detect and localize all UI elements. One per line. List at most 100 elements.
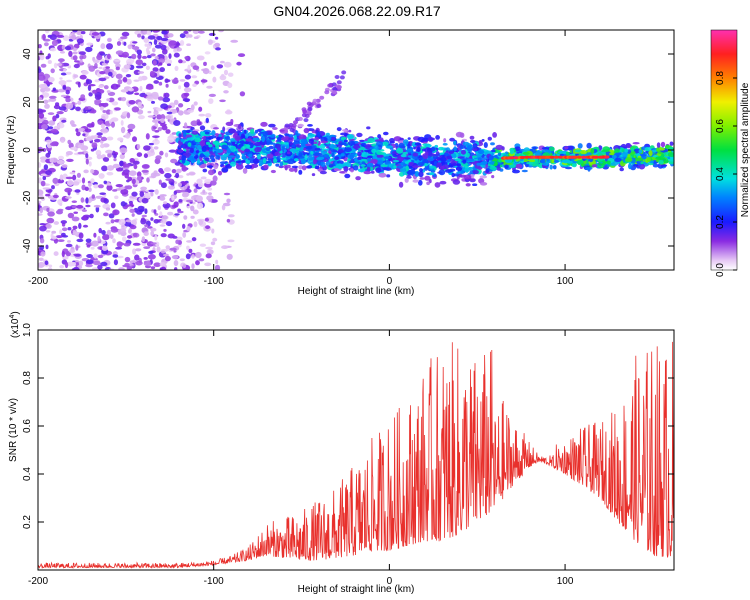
spectrogram-cell [404,157,411,160]
spectrogram-cell [66,158,74,162]
spectrogram-cell [613,153,622,156]
spectrogram-cell [208,98,214,104]
spectrogram-cell [191,237,197,242]
spectrogram-cell [98,173,105,179]
spectrogram-cell [141,236,146,243]
spectrogram-cell [366,166,371,173]
spectrogram-cell [371,148,377,154]
spectrogram-cell [143,145,151,151]
spectrogram-cell [315,165,320,170]
spectrogram-cell [334,168,340,172]
spectrogram-cell [422,153,429,160]
spectrogram-cell [136,171,142,178]
spectrogram-cell [75,106,81,112]
spectrogram-cell [141,197,149,204]
spectrogram-cell [398,181,404,188]
spectrogram-cell [208,144,213,148]
spectrogram-cell [175,172,180,179]
spectrogram-cell [325,132,330,137]
spectrogram-cell [448,150,455,155]
spectrogram-cell [584,167,593,170]
spectrogram-cell [103,85,109,90]
spectrogram-y-ticks: -40 -20 0 20 40 [22,48,674,253]
spectrogram-cell [48,264,53,268]
spectrogram-cell [291,144,296,147]
spectrogram-cell [97,254,104,259]
spectrogram-cell [137,33,142,38]
spectrogram-cell [86,42,94,46]
spectrogram-cell [90,178,95,184]
spectrogram-cell [586,142,592,149]
spectrogram-cell [152,172,161,177]
spectrogram-cell [137,101,142,107]
spectrogram-cell [370,170,375,174]
spectrogram-cell [110,202,116,209]
spectrogram-cell [532,146,537,150]
spectrogram-cell [143,246,151,250]
spectrogram-cell [227,239,235,243]
spectrogram-cell [154,189,159,195]
spectrogram-cell [450,158,455,164]
spectrogram-cell [67,227,72,231]
spectrogram-cell [73,63,80,69]
spectrogram-cell [44,30,50,34]
spectrogram-cell [307,124,313,127]
spectrogram-cell [405,149,413,153]
spectrogram-cell [565,166,572,170]
spectrogram-cell [103,198,109,204]
spectrogram-cell [428,154,437,157]
spectrogram-cell [170,158,178,164]
spectrogram-cell [91,32,100,36]
spectrogram-cell [319,95,325,100]
spectrogram-cell [181,181,187,186]
spectrogram-cell [491,175,495,179]
spectrogram-cell [184,74,191,80]
spectrogram-cell [79,74,87,80]
spectrogram-cell [462,159,467,164]
spectrogram-cell [553,155,559,159]
spectrogram-cell [85,137,94,141]
spectrogram-cell [171,132,177,135]
spectrogram-cell [109,234,114,240]
spectrogram-cell [286,158,295,165]
spectrogram-cell [288,134,294,138]
spectrogram-cell [178,133,182,138]
spectrogram-cell [238,123,242,130]
spectrogram-cell [133,79,140,82]
spectrogram-cell [199,125,206,131]
spectrogram-cell [564,146,569,150]
svg-text:(x104): (x104) [9,311,21,338]
spectrogram-cell [470,139,476,143]
spectrogram-cell [65,97,71,103]
spectrogram-cell [120,201,126,207]
spectrogram-cell [78,139,84,144]
spectrogram-cell [82,215,87,220]
spectrogram-cell [88,84,96,87]
spectrogram-cell [96,54,103,61]
spectrogram-cell [182,131,187,138]
spectrogram-cell [227,155,235,158]
spectrogram-cell [230,161,236,167]
spectrogram-cell [206,165,214,169]
spectrogram-cell [152,126,157,129]
spectrogram-cell [331,137,336,141]
spectrogram-cell [146,177,150,183]
colorbar-gradient [710,29,738,271]
spectrogram-cell [165,178,173,182]
spectrogram-cell [262,131,268,137]
colorbar-tick-label: 0.0 [715,263,726,277]
spectrogram-cell [160,37,169,42]
spectrogram-cell [244,148,251,153]
spectrogram-cell [480,182,488,186]
spectrogram-cell [66,79,73,83]
spectrogram-cell [84,128,92,133]
spectrogram-cell [178,103,184,108]
spectrogram-cell [438,169,446,176]
spectrogram-cell [65,151,73,156]
spectrogram-cell [668,147,674,150]
spectrogram-cell [72,30,78,33]
spectrogram-cell [44,260,49,266]
snr-frame [37,329,675,571]
spectrogram-cell [56,159,65,165]
spectrogram-x-tick-label: 0 [387,276,393,287]
